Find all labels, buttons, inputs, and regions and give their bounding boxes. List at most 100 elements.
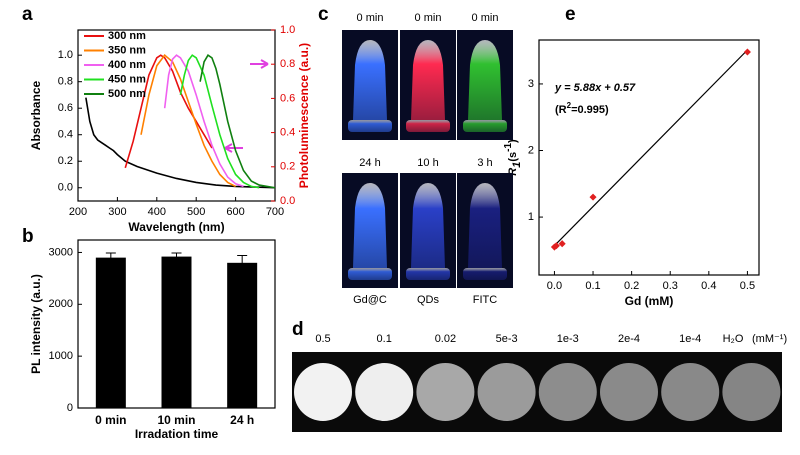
x-tick-label: 0.0	[547, 280, 562, 292]
y-tick-label: 1000	[49, 350, 73, 362]
y-tick-label: 3000	[49, 246, 73, 258]
concentration-label: 2e-4	[618, 333, 640, 345]
panel-label: e	[565, 4, 576, 25]
data-line	[199, 54, 276, 189]
x-tick-label: 500	[187, 206, 205, 218]
x-axis-label: Irradation time	[135, 427, 219, 441]
bar	[161, 256, 192, 408]
vial	[353, 183, 387, 268]
y-tick-label: 0.8	[58, 76, 73, 88]
time-label: 10 h	[417, 157, 438, 169]
concentration-label: 0.02	[435, 333, 456, 345]
concentration-label: 0.1	[377, 333, 392, 345]
data-line	[124, 54, 213, 169]
panel-label: a	[22, 4, 33, 25]
y-axis-label-part: 1	[511, 162, 523, 168]
y2-tick-label: 0.8	[280, 58, 295, 70]
x-tick-label: 0.1	[585, 280, 600, 292]
time-label: 24 h	[359, 157, 380, 169]
vial	[468, 40, 502, 120]
legend-label: 500 nm	[108, 88, 146, 100]
vial	[411, 40, 445, 120]
y-tick-label: 0.4	[58, 129, 73, 141]
vial-base	[348, 268, 392, 280]
y-axis-label-part: -1	[503, 143, 514, 152]
error-bar	[171, 252, 182, 261]
point	[743, 48, 751, 56]
concentration-label: 1e-3	[557, 333, 579, 345]
concentration-label: H₂O	[723, 333, 744, 345]
vial	[468, 183, 502, 268]
y-axis-label-part: (s	[507, 152, 519, 162]
x-tick-label: 600	[226, 206, 244, 218]
panel-label: c	[318, 4, 329, 25]
data-line	[163, 54, 244, 188]
r-squared-part: 2	[567, 101, 572, 110]
y-tick-label: 1	[528, 211, 534, 223]
y2-tick-label: 0.6	[280, 92, 295, 104]
bar	[95, 257, 126, 408]
data-line	[140, 54, 236, 188]
panel-label: b	[22, 226, 34, 247]
data-line	[179, 54, 260, 189]
y-tick-label: 1.0	[58, 49, 73, 61]
y-axis-label: PL intensity (a.u.)	[29, 274, 43, 374]
y2-tick-label: 0.0	[280, 195, 295, 207]
y-axis-label: Absorbance	[29, 81, 43, 151]
vial-base	[406, 120, 450, 132]
x-tick-label: 0.3	[663, 280, 678, 292]
sample-label: QDs	[417, 294, 440, 306]
point	[552, 242, 560, 250]
vial	[411, 183, 445, 268]
y-axis-label-part: R	[507, 168, 519, 176]
mri-sample	[600, 363, 658, 421]
concentration-label: 5e-3	[496, 333, 518, 345]
mri-sample	[661, 363, 720, 421]
sample-label: Gd@C	[353, 294, 387, 306]
arrow-left	[224, 143, 243, 153]
vial-base	[463, 268, 507, 280]
x-tick-label: 0 min	[95, 413, 126, 427]
y2-axis-label: Photoluminescence (a.u.)	[297, 43, 311, 188]
fit-equation: y = 5.88x + 0.57	[554, 82, 636, 94]
legend-label: 400 nm	[108, 59, 146, 71]
point	[589, 193, 597, 201]
x-tick-label: 400	[148, 206, 166, 218]
y-tick-label: 2000	[49, 298, 73, 310]
error-bar	[105, 252, 116, 263]
time-label: 0 min	[472, 12, 499, 24]
plot-frame	[77, 29, 276, 202]
mri-sample	[538, 363, 597, 421]
y-tick-label: 0	[67, 402, 73, 414]
x-axis-label: Wavelength (nm)	[128, 220, 224, 234]
r-squared: (R2=0.995)	[555, 101, 609, 116]
x-tick-label: 200	[69, 206, 87, 218]
y-tick-label: 0.6	[58, 102, 73, 114]
x-axis-label: Gd (mM)	[625, 294, 674, 308]
r-squared-part: (R	[555, 104, 567, 116]
panel-label: d	[292, 319, 304, 340]
x-tick-label: 24 h	[230, 413, 254, 427]
time-label: 0 min	[415, 12, 442, 24]
y-axis-label: R1(s-1)	[503, 139, 523, 176]
x-tick-label: 10 min	[157, 413, 195, 427]
y2-tick-label: 0.2	[280, 161, 295, 173]
trendline	[554, 49, 748, 247]
time-label: 3 h	[477, 157, 492, 169]
mri-sample	[477, 363, 536, 421]
point	[558, 240, 566, 248]
y-tick-label: 2	[528, 144, 534, 156]
sample-label: FITC	[473, 294, 497, 306]
unit-label: (mM⁻¹)	[752, 333, 787, 345]
x-tick-label: 300	[108, 206, 126, 218]
y2-tick-label: 1.0	[280, 24, 295, 36]
x-tick-label: 0.5	[740, 280, 755, 292]
y-axis-label-part: )	[507, 139, 519, 143]
arrow-right	[250, 59, 269, 69]
vial	[353, 40, 387, 120]
y2-tick-label: 0.4	[280, 127, 295, 139]
mri-sample	[722, 363, 781, 421]
vial-base	[406, 268, 450, 280]
time-label: 0 min	[357, 12, 384, 24]
